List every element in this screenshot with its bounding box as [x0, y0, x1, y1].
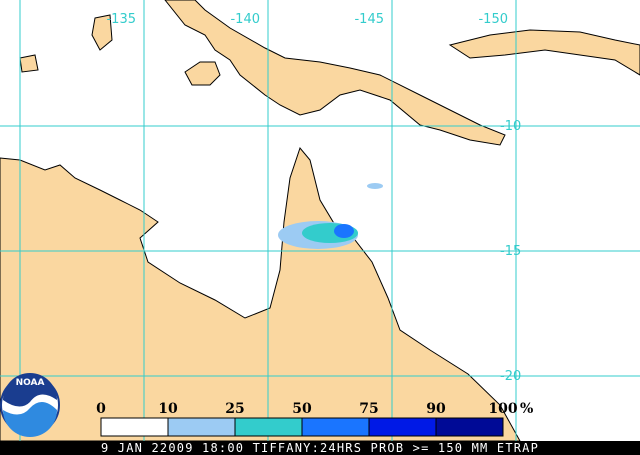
footer-caption: 9 JAN 22009 18:00 TIFFANY:24HRS PROB >= … — [101, 441, 539, 455]
latitude-label: -10 — [500, 119, 521, 134]
rain-probability — [278, 183, 383, 249]
grid: -135 -140 -145 -150 -10 -15 -20 — [0, 0, 640, 441]
legend-swatch — [167, 417, 236, 437]
legend-swatch — [301, 417, 370, 437]
logo-text: NOAA — [16, 378, 45, 388]
legend: 0 10 25 50 75 90 100% — [96, 401, 533, 437]
noaa-logo: NOAA — [0, 373, 60, 437]
legend-tick-label: 10 — [158, 401, 178, 417]
legend-swatch — [368, 417, 437, 437]
legend-swatch — [435, 417, 504, 437]
legend-tick-label: 90 — [426, 401, 446, 417]
legend-swatch — [234, 417, 303, 437]
longitude-label: -140 — [230, 12, 260, 27]
legend-swatch — [100, 417, 169, 437]
legend-tick-label: 50 — [292, 401, 312, 417]
latitude-label: -20 — [500, 369, 521, 384]
legend-unit: % — [520, 401, 533, 417]
longitude-label: -150 — [478, 12, 508, 27]
legend-tick-label: 100 — [488, 401, 517, 417]
land — [0, 0, 640, 442]
latitude-label: -15 — [500, 244, 521, 259]
legend-tick-label: 25 — [225, 401, 244, 417]
longitude-label: -135 — [106, 12, 136, 27]
footer-bar — [0, 441, 640, 455]
longitude-label: -145 — [354, 12, 384, 27]
legend-tick-label: 0 — [96, 401, 106, 417]
legend-tick-label: 75 — [359, 401, 378, 417]
